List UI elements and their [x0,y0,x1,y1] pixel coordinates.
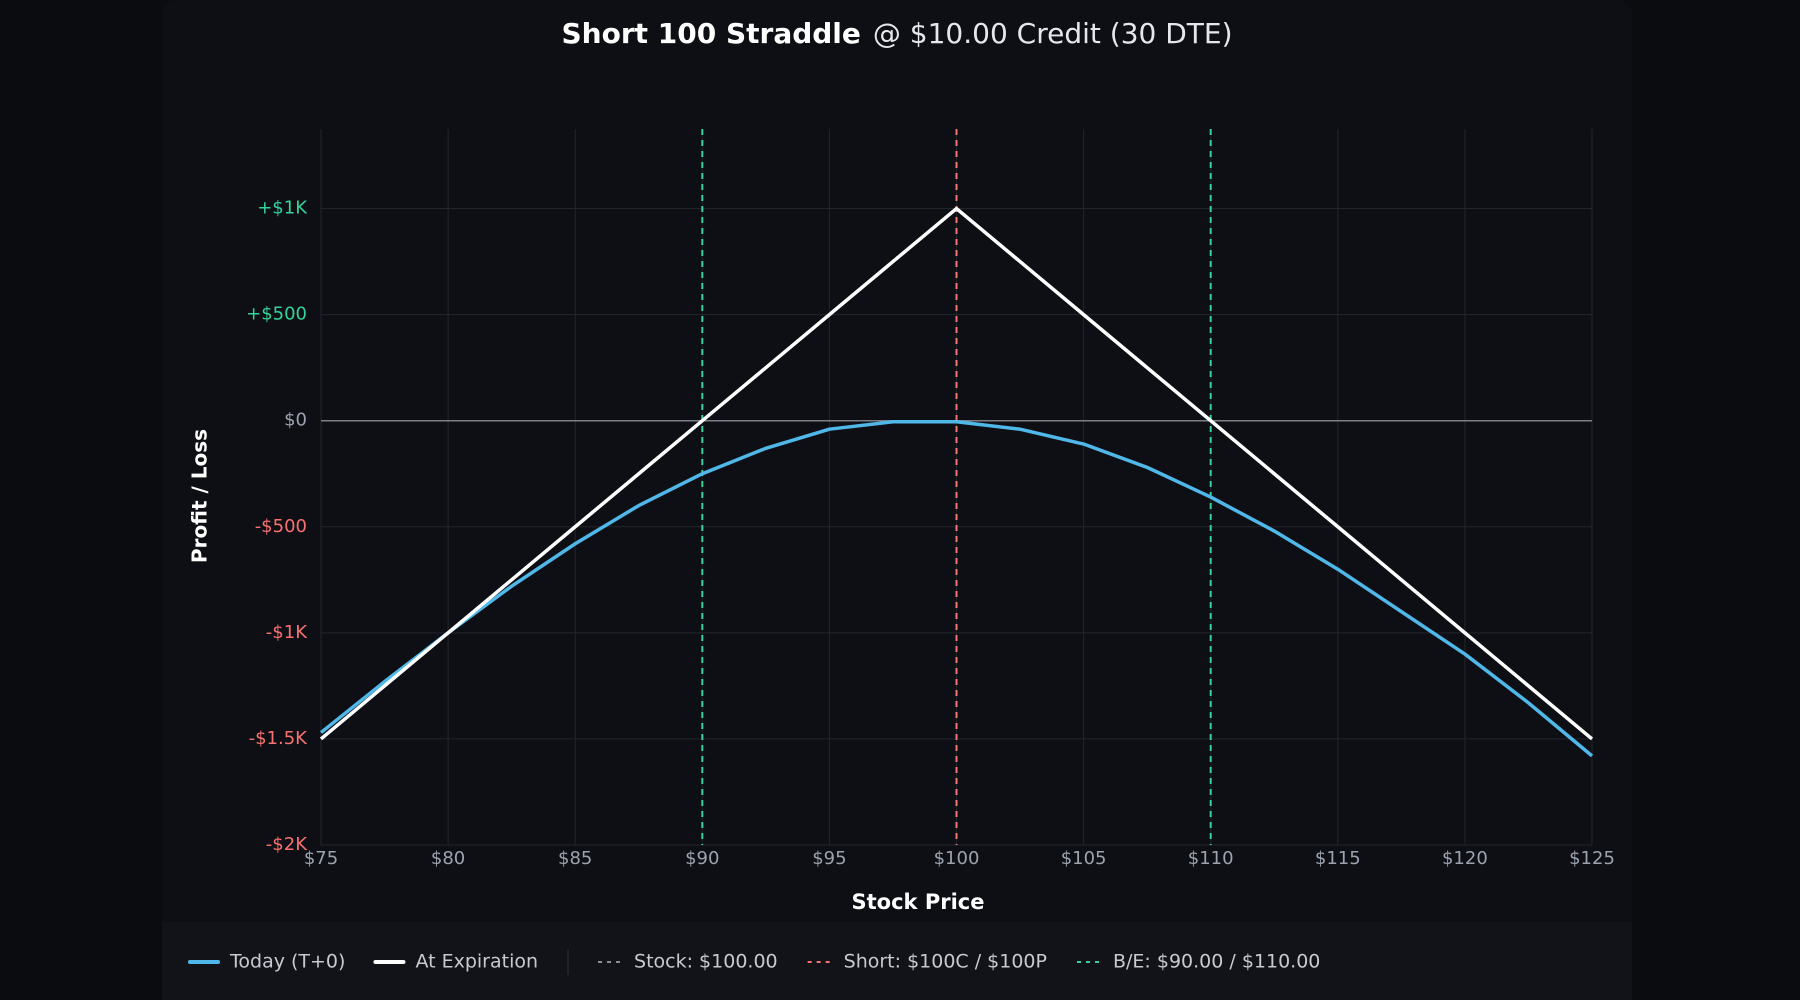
x-axis-label: Stock Price [852,890,985,914]
x-tick-label: $120 [1442,848,1488,869]
x-tick-label: $95 [812,848,846,869]
legend-label: Short: $100C / $100P [844,951,1047,973]
chart-title: Short 100 Straddle [561,17,860,50]
y-tick-label: +$500 [246,304,307,325]
y-tick-label: -$2K [266,834,308,855]
y-tick-label: $0 [284,410,307,431]
legend-label: B/E: $90.00 / $110.00 [1113,951,1320,973]
x-tick-label: $115 [1315,848,1361,869]
x-tick-label: $110 [1188,848,1234,869]
series-line [319,420,1594,758]
chart-subtitle: @ $10.00 Credit (30 DTE) [873,17,1233,50]
legend-label: Today (T+0) [229,951,345,973]
series-line [319,206,1594,741]
x-tick-label: $80 [431,848,465,869]
y-tick-label: +$1K [257,198,308,219]
legend-band [162,922,1632,1000]
x-tick-label: $85 [558,848,592,869]
y-tick-label: -$500 [255,516,307,537]
x-tick-label: $105 [1061,848,1107,869]
chart-card [162,0,1632,1000]
legend-label: At Expiration [415,951,538,973]
y-tick-label: -$1K [266,622,308,643]
x-tick-label: $75 [304,848,338,869]
x-tick-label: $100 [934,848,980,869]
y-tick-label: -$1.5K [249,728,309,749]
legend-label: Stock: $100.00 [634,951,778,973]
y-axis-label: Profit / Loss [188,429,212,563]
x-tick-label: $125 [1569,848,1615,869]
x-tick-label: $90 [685,848,719,869]
